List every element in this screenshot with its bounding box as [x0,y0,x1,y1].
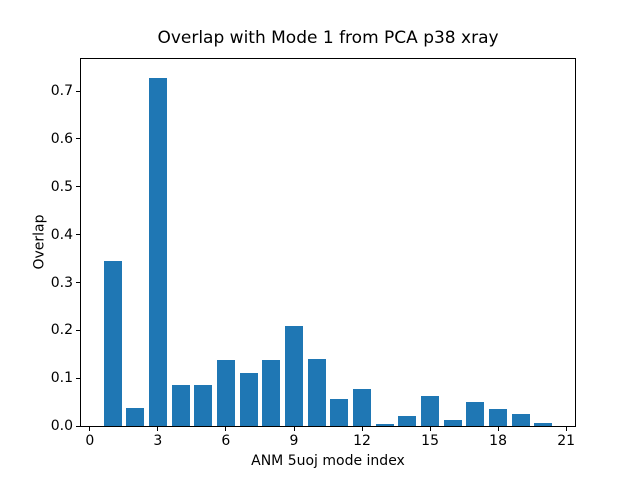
x-tick-mark [497,427,499,431]
x-tick-label: 6 [221,433,231,449]
bar-mode-6 [216,359,235,426]
x-tick-mark [157,427,159,431]
bar-mode-14 [398,416,417,426]
y-tick-mark [76,186,80,188]
bar-mode-19 [511,413,530,426]
x-tick-label: 12 [353,433,371,449]
y-tick-label: 0.2 [50,322,73,339]
bar-mode-9 [284,326,303,426]
y-tick-label: 0.7 [50,83,73,100]
x-tick-mark [565,427,567,431]
bar-mode-15 [421,396,440,426]
bar-mode-4 [171,385,190,426]
bar-mode-20 [534,423,553,426]
y-tick-mark [76,90,80,92]
y-tick-label: 0.0 [50,418,73,434]
x-axis-label: ANM 5uoj mode index [251,453,405,469]
x-tick-mark [361,427,363,431]
y-tick-mark [76,377,80,379]
bar-mode-3 [148,78,167,426]
x-tick-label: 18 [489,433,507,449]
y-tick-label: 0.5 [50,178,73,195]
bar-mode-17 [466,402,485,426]
y-tick-mark [76,329,80,331]
x-tick-label: 15 [421,433,439,449]
bar-mode-11 [330,399,349,426]
bar-mode-18 [489,408,508,426]
y-tick-label: 0.3 [50,274,73,291]
bar-mode-13 [375,424,394,426]
chart-title: Overlap with Mode 1 from PCA p38 xray [157,28,499,48]
x-tick-mark [293,427,295,431]
y-tick-mark [76,138,80,140]
bar-mode-16 [443,420,462,426]
x-tick-mark [89,427,91,431]
x-tick-label: 21 [557,433,576,449]
bar-mode-10 [307,359,326,426]
bar-mode-1 [103,261,122,426]
x-tick-mark [225,427,227,431]
bar-mode-7 [239,373,258,426]
y-tick-label: 0.4 [50,226,73,243]
x-tick-label: 0 [85,433,95,449]
bar-mode-5 [194,385,213,426]
y-tick-mark [76,282,80,283]
y-tick-label: 0.6 [50,130,73,147]
x-tick-mark [429,427,431,431]
bar-mode-2 [126,408,145,426]
x-tick-label: 3 [153,433,163,449]
plot-area [80,58,576,427]
x-tick-label: 9 [289,433,299,449]
bar-mode-12 [352,389,371,426]
y-tick-mark [76,234,80,236]
y-tick-mark [76,425,80,427]
y-tick-label: 0.1 [50,370,73,387]
bar-mode-8 [262,360,281,426]
